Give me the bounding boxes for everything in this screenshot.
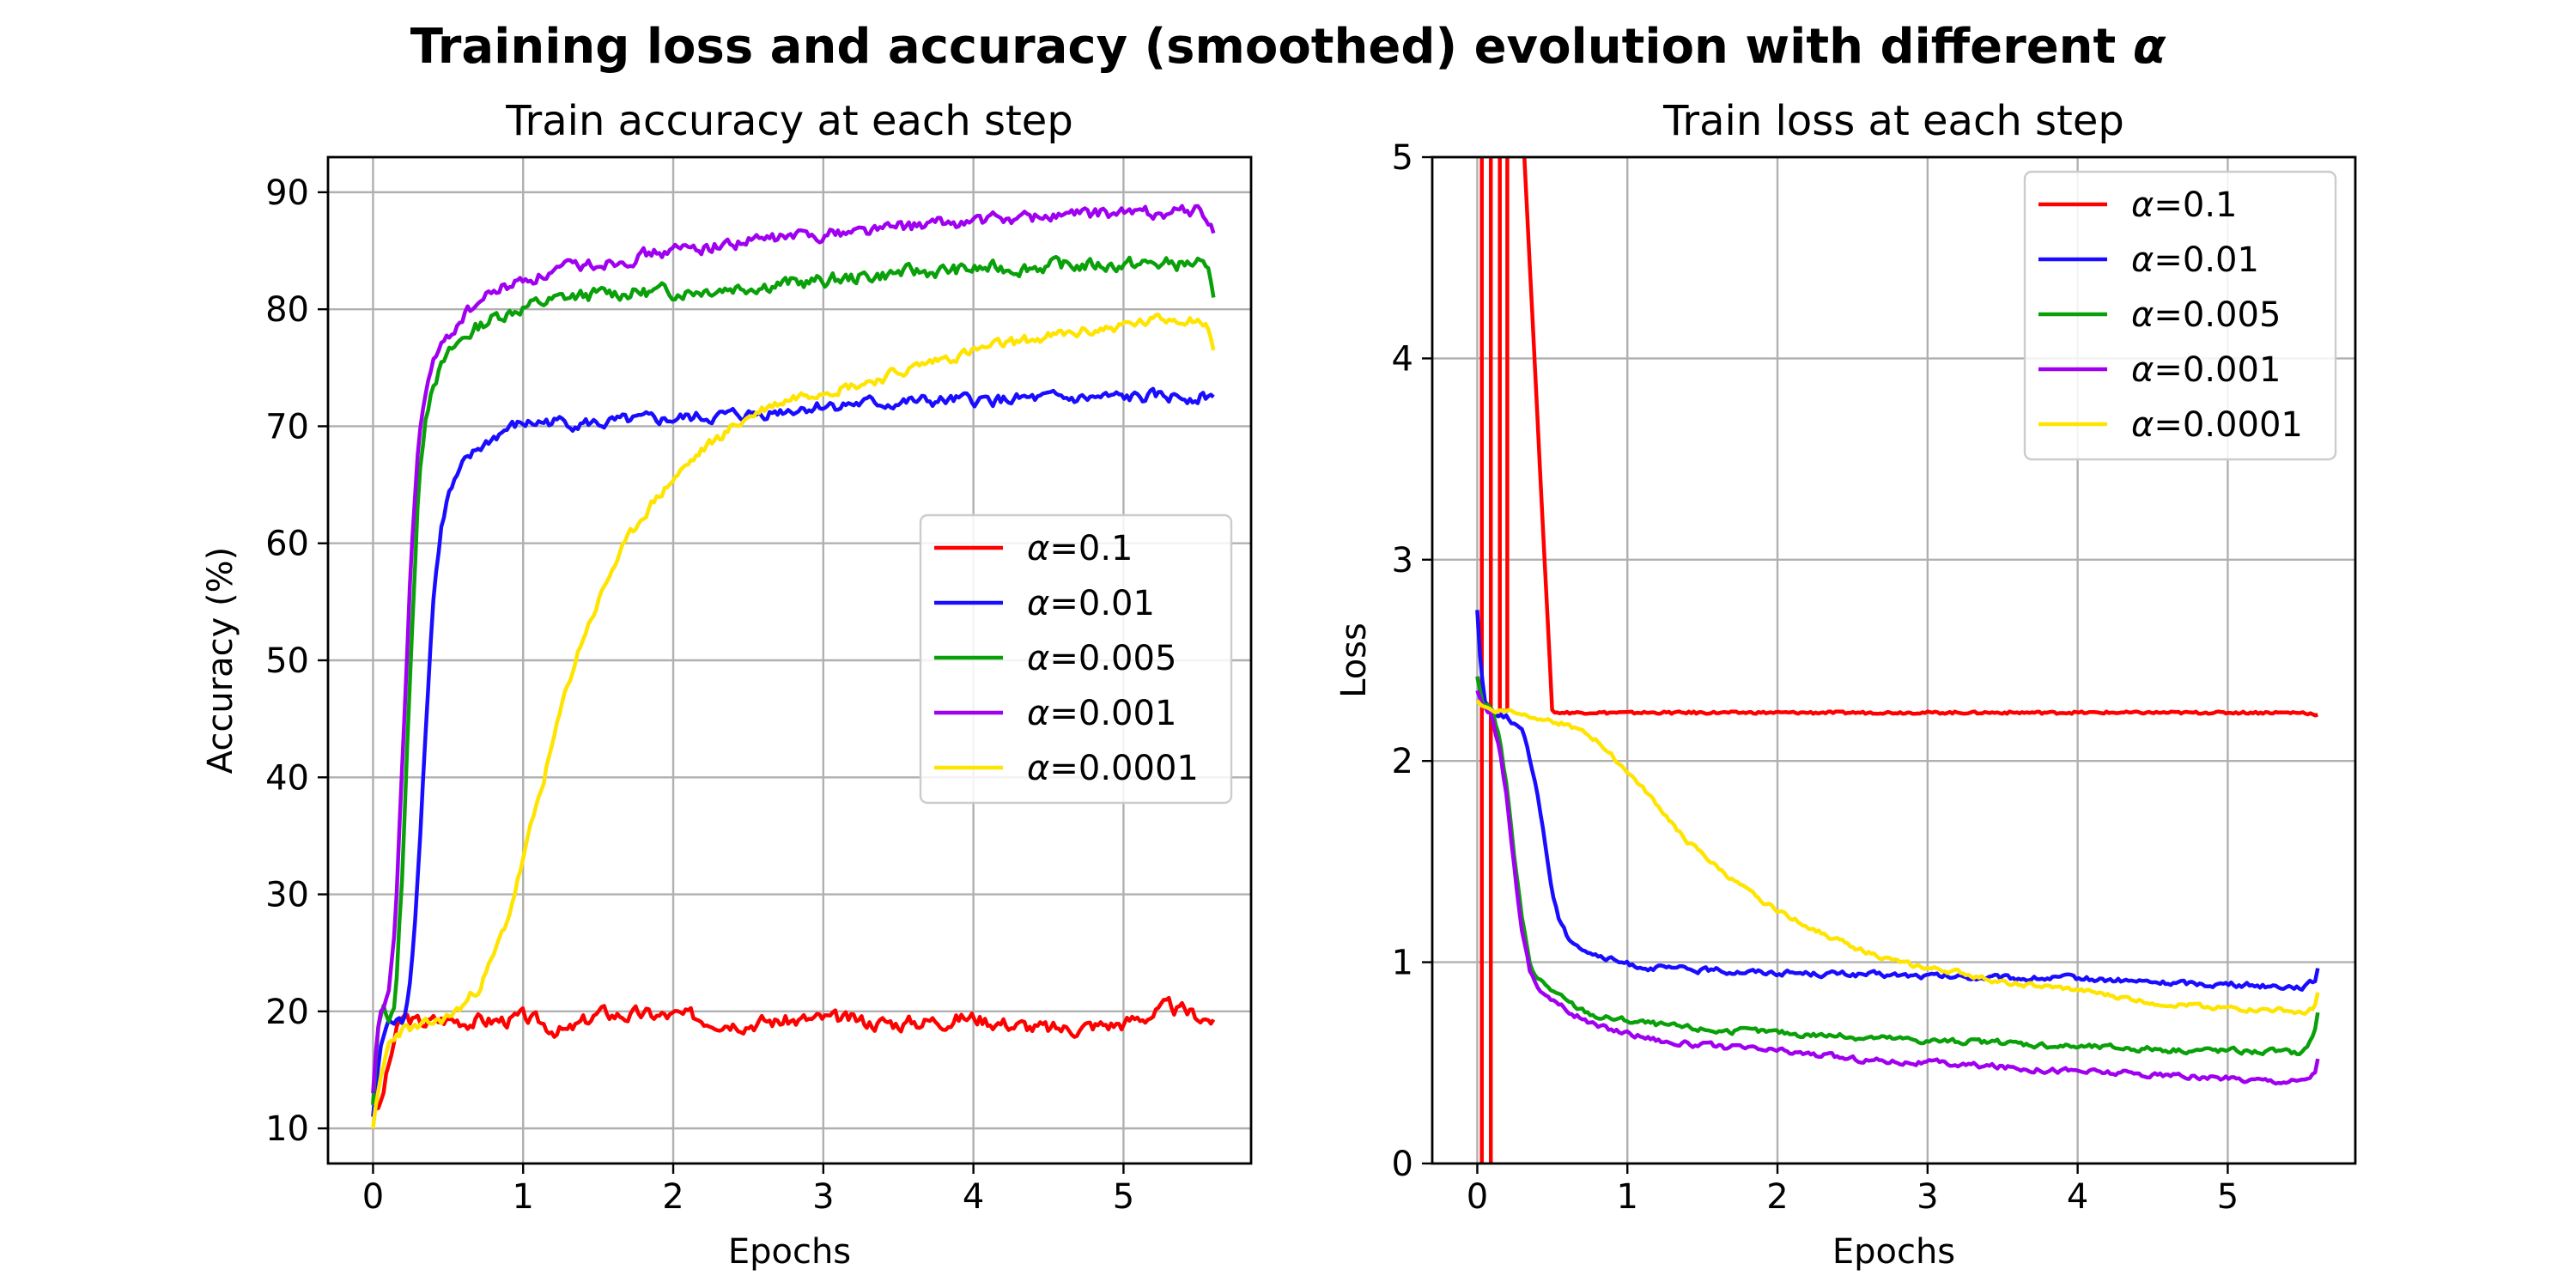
y-tick-label: 2 (1392, 742, 1413, 781)
loss-chart: 0 1 2 3 4 5 0 1 2 3 4 5 Train loss at each step Epoch… (1334, 97, 2357, 1272)
series-line-3 (371, 204, 1216, 1094)
y-tick-label: 60 (265, 525, 309, 564)
plot-frame (1431, 155, 2357, 1165)
series-line-2 (1475, 676, 2320, 1057)
y-tick-label: 70 (265, 407, 309, 447)
y-axis-label: Accuracy (%) (201, 547, 240, 775)
x-tick-label: 4 (963, 1177, 984, 1217)
x-tick-label: 5 (2217, 1177, 2239, 1217)
legend-label: α=0.001 (2131, 350, 2281, 390)
series-line-4 (371, 313, 1216, 1129)
x-axis-label: Epochs (728, 1232, 851, 1272)
x-tick-label: 1 (1617, 1177, 1638, 1217)
series-line-1 (1475, 610, 2320, 992)
accuracy-chart: 0 1 2 3 4 5 10 20 30 40 50 60 70 80 90 Train accuracy a… (201, 97, 1253, 1272)
legend-label: α=0.01 (1027, 584, 1155, 623)
legend-label: α=0.0001 (1027, 749, 1199, 788)
series-line-2 (371, 254, 1216, 1106)
y-tick-label: 30 (265, 876, 309, 915)
x-tick-label: 1 (513, 1177, 534, 1217)
y-tick-label: 4 (1392, 339, 1413, 379)
legend-label: α=0.005 (1027, 639, 1176, 678)
x-tick-label: 4 (2067, 1177, 2088, 1217)
series-line-4 (1475, 699, 2320, 1017)
chart-title: Train accuracy at each step (505, 97, 1073, 145)
x-tick-label: 5 (1113, 1177, 1134, 1217)
legend-label: α=0.1 (2131, 185, 2238, 225)
y-tick-label: 20 (265, 993, 309, 1032)
x-axis-label: Epochs (1832, 1232, 1955, 1272)
figure-title-text: Training loss and accuracy (smoothed) ev… (410, 19, 2133, 75)
series-line-1 (371, 386, 1215, 1117)
legend (2023, 170, 2337, 461)
x-tick-label: 3 (812, 1177, 834, 1217)
y-tick-label: 0 (1392, 1145, 1413, 1184)
series-line-3 (1475, 690, 2320, 1086)
y-tick-label: 3 (1392, 541, 1413, 580)
chart-title: Train loss at each step (1662, 97, 2124, 145)
figure-title: Training loss and accuracy (smoothed) ev… (0, 19, 2576, 75)
legend (919, 513, 1233, 805)
legend-label: α=0.1 (1027, 529, 1133, 568)
legend-label: α=0.005 (2131, 295, 2281, 335)
y-tick-label: 10 (265, 1109, 309, 1149)
y-tick-label: 50 (265, 641, 309, 681)
x-tick-label: 2 (1766, 1177, 1788, 1217)
y-tick-label: 1 (1392, 944, 1413, 983)
x-tick-label: 2 (662, 1177, 683, 1217)
y-tick-label: 5 (1392, 138, 1413, 178)
series-line-0 (371, 995, 1216, 1118)
legend-label: α=0.0001 (2131, 405, 2303, 445)
x-tick-label: 0 (1467, 1177, 1488, 1217)
y-axis-label: Loss (1334, 623, 1374, 698)
y-tick-label: 90 (265, 173, 309, 213)
x-tick-label: 0 (362, 1177, 384, 1217)
legend-label: α=0.01 (2131, 240, 2259, 280)
y-tick-label: 80 (265, 290, 309, 330)
legend-label: α=0.001 (1027, 694, 1176, 733)
series-line-0 (1479, 157, 2318, 1163)
figure-title-symbol: α (2132, 19, 2166, 75)
x-tick-label: 3 (1917, 1177, 1938, 1217)
y-tick-label: 40 (265, 758, 309, 798)
